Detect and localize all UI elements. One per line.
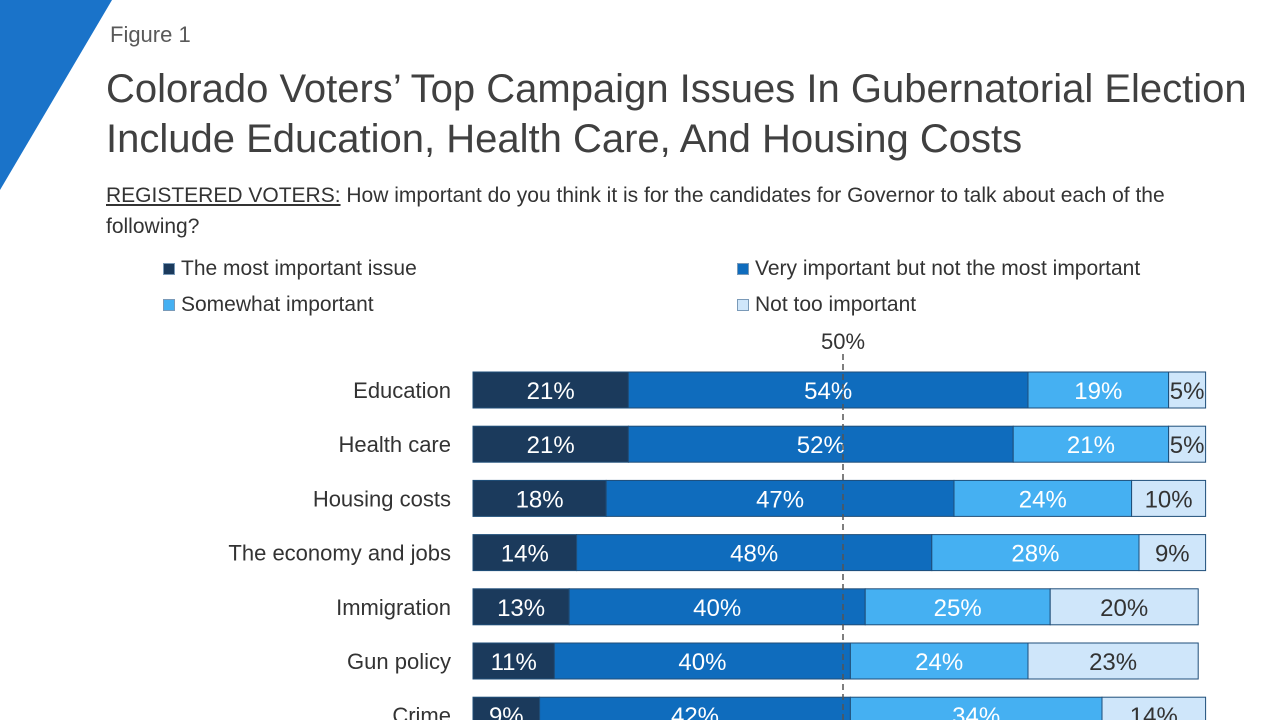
bar-the-economy-and-jobs-very-important-but-not-the-most-important [576, 534, 933, 572]
data-label-the-economy-and-jobs-very-important-but-not-the-most-important: 48% [730, 541, 778, 568]
bars: 21% 54% 19% 5% 21% 52% 21% 5% 18% 47% 24% 10% 14% 48%… [472, 371, 1207, 720]
bar-health-care-not-too-important [1168, 425, 1207, 463]
bar-the-economy-and-jobs-the-most-important-issue [472, 534, 578, 572]
data-label-immigration-somewhat-important: 25% [934, 595, 982, 622]
bar-education-very-important-but-not-the-most-important [627, 371, 1029, 409]
data-label-immigration-not-too-important: 20% [1100, 595, 1148, 622]
data-label-health-care-the-most-important-issue: 21% [527, 432, 575, 459]
bar-immigration-somewhat-important [864, 588, 1051, 626]
bar-gun-policy-somewhat-important [849, 642, 1029, 680]
category-label-housing-costs: Housing costs [313, 486, 451, 511]
data-label-housing-costs-the-most-important-issue: 18% [516, 486, 564, 513]
data-label-education-very-important-but-not-the-most-important: 54% [804, 378, 852, 405]
data-label-housing-costs-not-too-important: 10% [1145, 486, 1193, 513]
category-label-health-care: Health care [338, 432, 451, 457]
bar-immigration-the-most-important-issue [472, 588, 570, 626]
chart-title: Colorado Voters’ Top Campaign Issues In … [106, 67, 1247, 161]
data-label-the-economy-and-jobs-the-most-important-issue: 14% [501, 541, 549, 568]
bar-the-economy-and-jobs-somewhat-important [931, 534, 1140, 572]
bar-crime-not-too-important [1101, 696, 1207, 720]
bar-immigration-very-important-but-not-the-most-important [568, 588, 866, 626]
bar-health-care-somewhat-important [1012, 425, 1170, 463]
data-label-immigration-the-most-important-issue: 13% [497, 595, 545, 622]
data-label-immigration-very-important-but-not-the-most-important: 40% [693, 595, 741, 622]
data-label-crime-somewhat-important: 34% [952, 703, 1000, 720]
bar-health-care-very-important-but-not-the-most-important [627, 425, 1014, 463]
category-label-immigration: Immigration [336, 595, 451, 620]
bar-gun-policy-not-too-important [1027, 642, 1199, 680]
reference-line-label: 50% [821, 329, 865, 354]
data-label-the-economy-and-jobs-not-too-important: 9% [1155, 541, 1190, 568]
bar-housing-costs-the-most-important-issue [472, 479, 607, 517]
bar-education-somewhat-important [1027, 371, 1170, 409]
data-label-health-care-very-important-but-not-the-most-important: 52% [797, 432, 845, 459]
data-label-education-somewhat-important: 19% [1074, 378, 1122, 405]
category-label-crime: Crime [392, 703, 451, 720]
bar-housing-costs-somewhat-important [953, 479, 1133, 517]
category-label-the-economy-and-jobs: The economy and jobs [228, 541, 451, 566]
bar-housing-costs-not-too-important [1131, 479, 1207, 517]
bar-education-the-most-important-issue [472, 371, 629, 409]
bar-the-economy-and-jobs-not-too-important [1138, 534, 1207, 572]
bar-education-not-too-important [1168, 371, 1207, 409]
data-label-education-not-too-important: 5% [1170, 378, 1205, 405]
survey-question: REGISTERED VOTERS: How important do you … [106, 180, 1206, 242]
data-label-crime-not-too-important: 14% [1130, 703, 1178, 720]
data-label-gun-policy-very-important-but-not-the-most-important: 40% [678, 649, 726, 676]
bar-immigration-not-too-important [1049, 588, 1199, 626]
category-label-gun-policy: Gun policy [347, 649, 451, 674]
data-label-gun-policy-somewhat-important: 24% [915, 649, 963, 676]
data-label-housing-costs-somewhat-important: 24% [1019, 486, 1067, 513]
question-lead: REGISTERED VOTERS: [106, 184, 341, 207]
category-label-education: Education [353, 378, 451, 403]
data-label-housing-costs-very-important-but-not-the-most-important: 47% [756, 486, 804, 513]
bar-housing-costs-very-important-but-not-the-most-important [605, 479, 955, 517]
corner-accent-shape [0, 0, 112, 190]
data-label-crime-very-important-but-not-the-most-important: 42% [671, 703, 719, 720]
data-label-gun-policy-the-most-important-issue: 11% [491, 649, 537, 676]
data-label-crime-the-most-important-issue: 9% [489, 703, 524, 720]
data-label-gun-policy-not-too-important: 23% [1089, 649, 1137, 676]
data-label-the-economy-and-jobs-somewhat-important: 28% [1011, 541, 1059, 568]
data-label-education-the-most-important-issue: 21% [527, 378, 575, 405]
data-label-health-care-somewhat-important: 21% [1067, 432, 1115, 459]
bar-health-care-the-most-important-issue [472, 425, 629, 463]
bar-gun-policy-the-most-important-issue [472, 642, 555, 680]
figure-label: Figure 1 [110, 22, 191, 47]
bar-gun-policy-very-important-but-not-the-most-important [553, 642, 851, 680]
question-text: How important do you think it is for the… [106, 184, 1165, 238]
data-label-health-care-not-too-important: 5% [1170, 432, 1205, 459]
